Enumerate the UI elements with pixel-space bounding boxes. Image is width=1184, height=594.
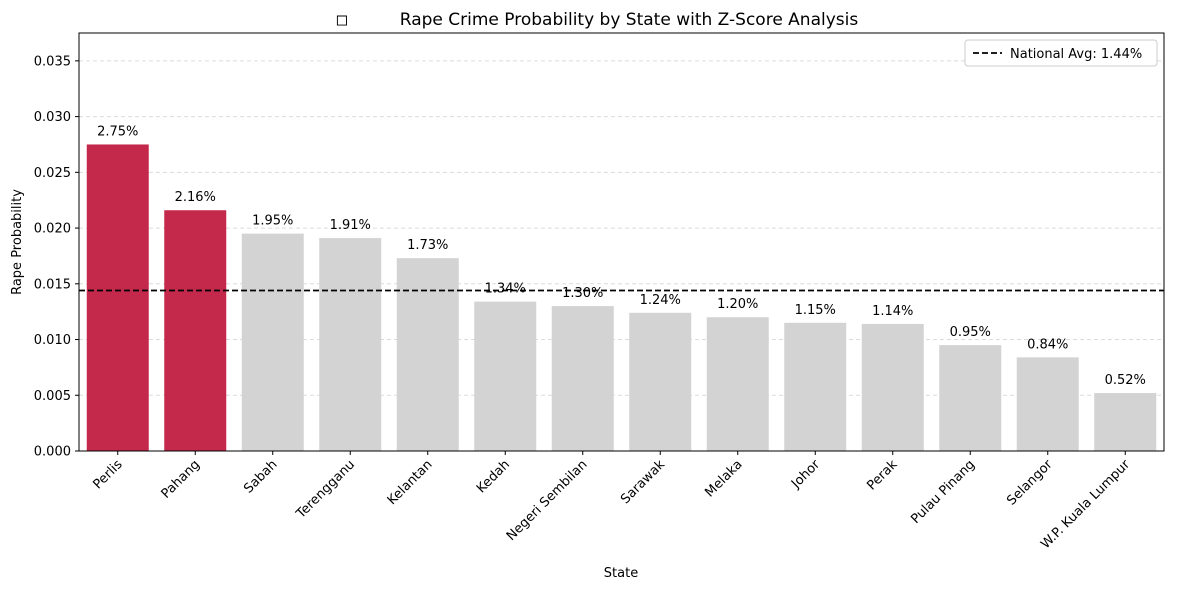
bar-value-label: 1.73% xyxy=(407,238,448,253)
x-tick-label: W.P. Kuala Lumpur xyxy=(1038,457,1133,552)
bar-value-label: 1.15% xyxy=(795,303,836,318)
x-tick-label: Melaka xyxy=(702,457,745,500)
bar-value-label: 0.95% xyxy=(950,325,991,340)
y-tick-label: 0.015 xyxy=(34,277,71,292)
bar xyxy=(706,317,769,451)
y-tick-label: 0.025 xyxy=(34,166,71,181)
bar xyxy=(861,323,924,451)
plot-frame xyxy=(78,32,1165,452)
y-tick-label: 0.005 xyxy=(34,389,71,404)
y-axis: 0.000 0.005 0.010 0.015 0.020 0.025 0.030 0.035 xyxy=(34,54,79,460)
bar-value-label: 0.52% xyxy=(1105,373,1146,388)
bar xyxy=(1094,393,1157,451)
bar-value-label: 2.16% xyxy=(175,190,216,205)
bar xyxy=(551,306,614,451)
chart-title-icon: □ xyxy=(337,10,348,30)
bar xyxy=(86,144,149,451)
chart-title: Rape Crime Probability by State with Z-S… xyxy=(400,10,859,30)
x-tick-label: Sabah xyxy=(241,457,280,496)
bar xyxy=(629,312,692,451)
bar-value-label: 2.75% xyxy=(97,124,138,139)
x-axis: Perlis Pahang Sabah Terengganu Kelantan Kedah… xyxy=(90,451,1134,552)
x-tick-label: Terengganu xyxy=(293,457,358,522)
bar xyxy=(396,258,459,451)
y-tick-label: 0.000 xyxy=(34,445,71,460)
x-tick-label: Pahang xyxy=(159,457,203,501)
bar-value-label: 0.84% xyxy=(1027,337,1068,352)
y-tick-label: 0.010 xyxy=(34,333,71,348)
x-tick-label: Selangor xyxy=(1004,457,1056,509)
bar xyxy=(319,238,382,451)
bar xyxy=(939,345,1002,451)
legend: National Avg: 1.44% xyxy=(964,39,1158,67)
x-tick-label: Kedah xyxy=(474,457,513,496)
legend-label: National Avg: 1.44% xyxy=(1010,47,1142,62)
legend-box xyxy=(964,39,1158,67)
x-axis-title: State xyxy=(604,566,638,581)
bar xyxy=(241,233,304,451)
y-axis-title: Rape Probability xyxy=(10,189,25,295)
x-tick-label: Johor xyxy=(788,457,823,492)
bar-value-label: 1.20% xyxy=(717,297,758,312)
bars xyxy=(86,144,1157,451)
x-tick-label: Kelantan xyxy=(385,457,436,508)
bar-value-label: 1.14% xyxy=(872,304,913,319)
bar xyxy=(474,301,537,451)
y-tick-label: 0.020 xyxy=(34,222,71,237)
bar-value-label: 1.34% xyxy=(485,282,526,297)
y-tick-label: 0.030 xyxy=(34,110,71,125)
x-tick-label: Perak xyxy=(864,457,901,494)
data-labels: 2.75% 2.16% 1.95% 1.91% 1.73% 1.34% 1.30% 1.24%… xyxy=(97,124,1146,388)
bar-value-label: 1.95% xyxy=(252,214,293,229)
x-tick-label: Negeri Sembilan xyxy=(504,457,591,544)
x-tick-label: Perlis xyxy=(90,457,125,492)
bar-value-label: 1.24% xyxy=(640,293,681,308)
bar-value-label: 1.91% xyxy=(330,218,371,233)
y-tick-label: 0.035 xyxy=(34,54,71,69)
bar xyxy=(784,322,847,451)
x-tick-label: Sarawak xyxy=(618,457,668,507)
bar xyxy=(1016,357,1079,451)
bar xyxy=(164,210,227,451)
bar-value-label: 1.30% xyxy=(562,286,603,301)
x-tick-label: Pulau Pinang xyxy=(908,457,978,527)
